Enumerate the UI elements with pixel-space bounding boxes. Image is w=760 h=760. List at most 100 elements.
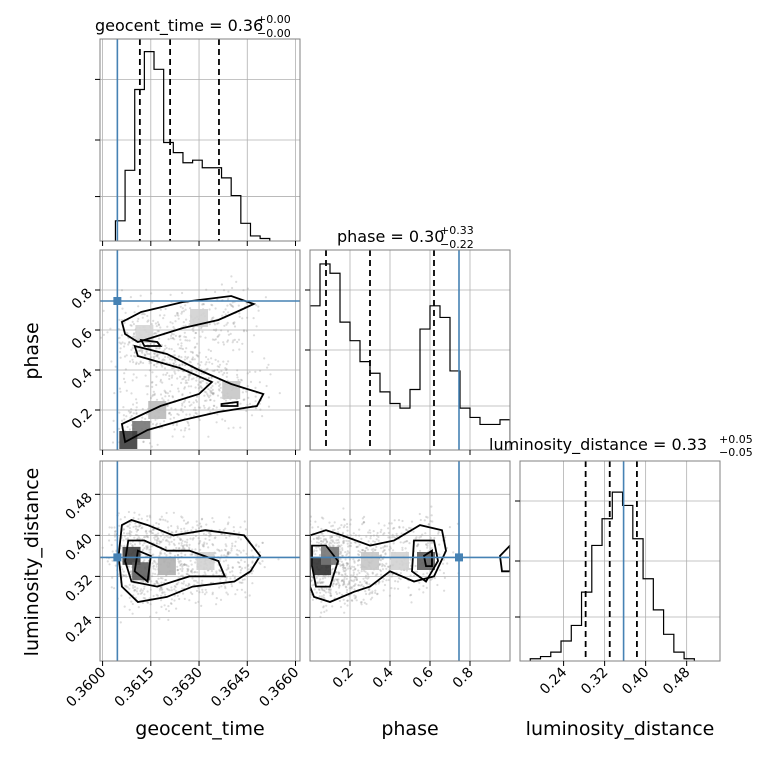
scatter-point xyxy=(142,596,145,600)
scatter-point xyxy=(189,391,192,394)
scatter-point xyxy=(173,554,177,557)
scatter-point xyxy=(129,416,132,419)
scatter-point xyxy=(202,545,205,548)
scatter-point xyxy=(185,541,189,544)
scatter-point xyxy=(185,318,188,321)
scatter-point xyxy=(393,587,396,590)
scatter-point xyxy=(114,530,117,533)
scatter-point xyxy=(148,530,151,533)
scatter-point xyxy=(346,552,349,555)
scatter-point xyxy=(372,530,375,533)
scatter-point xyxy=(175,529,178,533)
scatter-point xyxy=(192,326,195,329)
scatter-point xyxy=(343,539,346,543)
scatter-point xyxy=(225,323,228,326)
scatter-point xyxy=(375,538,378,541)
scatter-point xyxy=(135,590,138,593)
scatter-point xyxy=(151,381,154,384)
scatter-point xyxy=(319,581,322,585)
scatter-point xyxy=(144,374,147,377)
scatter-point xyxy=(143,542,146,545)
scatter-point xyxy=(366,582,369,585)
scatter-point xyxy=(237,378,240,382)
scatter-point xyxy=(196,354,199,357)
scatter-point xyxy=(120,594,123,597)
scatter-point xyxy=(152,355,155,359)
scatter-point xyxy=(220,554,223,557)
scatter-point xyxy=(159,552,162,555)
scatter-point xyxy=(182,519,186,522)
scatter-point xyxy=(242,549,245,552)
scatter-point xyxy=(236,376,239,379)
scatter-point xyxy=(236,373,239,376)
scatter-point xyxy=(224,573,227,576)
scatter-point xyxy=(388,548,391,551)
scatter-point xyxy=(119,518,122,521)
scatter-point xyxy=(338,584,341,587)
scatter-point xyxy=(173,350,176,353)
scatter-point xyxy=(324,538,327,542)
scatter-point xyxy=(301,597,303,599)
scatter-point xyxy=(170,334,173,337)
scatter-point xyxy=(150,580,153,583)
scatter-point xyxy=(172,333,175,336)
scatter-point xyxy=(149,588,152,591)
scatter-point xyxy=(328,543,331,546)
scatter-point xyxy=(166,392,169,395)
scatter-point xyxy=(416,544,419,547)
scatter-point xyxy=(218,528,221,532)
scatter-point xyxy=(176,594,179,598)
scatter-point xyxy=(221,314,224,317)
scatter-point xyxy=(155,375,158,378)
scatter-point xyxy=(157,532,160,535)
scatter-point xyxy=(321,589,324,592)
scatter-point xyxy=(181,569,184,573)
scatter-point xyxy=(160,515,163,518)
scatter-point xyxy=(378,558,381,561)
scatter-point xyxy=(138,542,141,545)
scatter-point xyxy=(167,526,170,529)
scatter-point xyxy=(155,581,158,584)
scatter-point xyxy=(109,327,112,330)
scatter-point xyxy=(239,538,242,541)
scatter-point xyxy=(183,544,186,547)
panel-phase-vs-geocent_time: 0.20.40.60.8 xyxy=(69,249,301,455)
scatter-point xyxy=(211,388,214,391)
scatter-point xyxy=(200,372,203,375)
scatter-point xyxy=(213,399,216,402)
scatter-point xyxy=(189,369,193,372)
scatter-point xyxy=(342,564,345,567)
scatter-point xyxy=(244,566,247,569)
scatter-point xyxy=(162,373,165,376)
scatter-point xyxy=(206,394,210,397)
scatter-point xyxy=(191,350,194,354)
scatter-point xyxy=(320,611,323,614)
scatter-point xyxy=(345,586,348,589)
scatter-point xyxy=(344,566,347,570)
scatter-point xyxy=(238,561,241,564)
scatter-point xyxy=(399,572,402,575)
scatter-point xyxy=(140,527,143,530)
scatter-point xyxy=(338,548,341,551)
scatter-point xyxy=(244,596,247,599)
scatter-point xyxy=(320,600,323,603)
scatter-point xyxy=(163,367,167,370)
scatter-point xyxy=(342,582,345,586)
title-luminosity_distance-main: luminosity_distance = 0.33 xyxy=(489,435,707,455)
scatter-point xyxy=(185,347,188,350)
scatter-point xyxy=(310,575,313,578)
scatter-point xyxy=(123,535,126,538)
scatter-point xyxy=(157,324,161,327)
scatter-point xyxy=(149,342,152,345)
scatter-point xyxy=(224,527,227,530)
scatter-point xyxy=(152,532,155,535)
scatter-point xyxy=(185,357,189,360)
scatter-point xyxy=(205,399,208,402)
scatter-point xyxy=(230,585,234,588)
scatter-point xyxy=(415,570,419,573)
scatter-point xyxy=(173,588,176,591)
scatter-point xyxy=(167,399,170,402)
scatter-point xyxy=(194,386,197,389)
scatter-point xyxy=(186,529,189,532)
scatter-point xyxy=(243,520,246,523)
